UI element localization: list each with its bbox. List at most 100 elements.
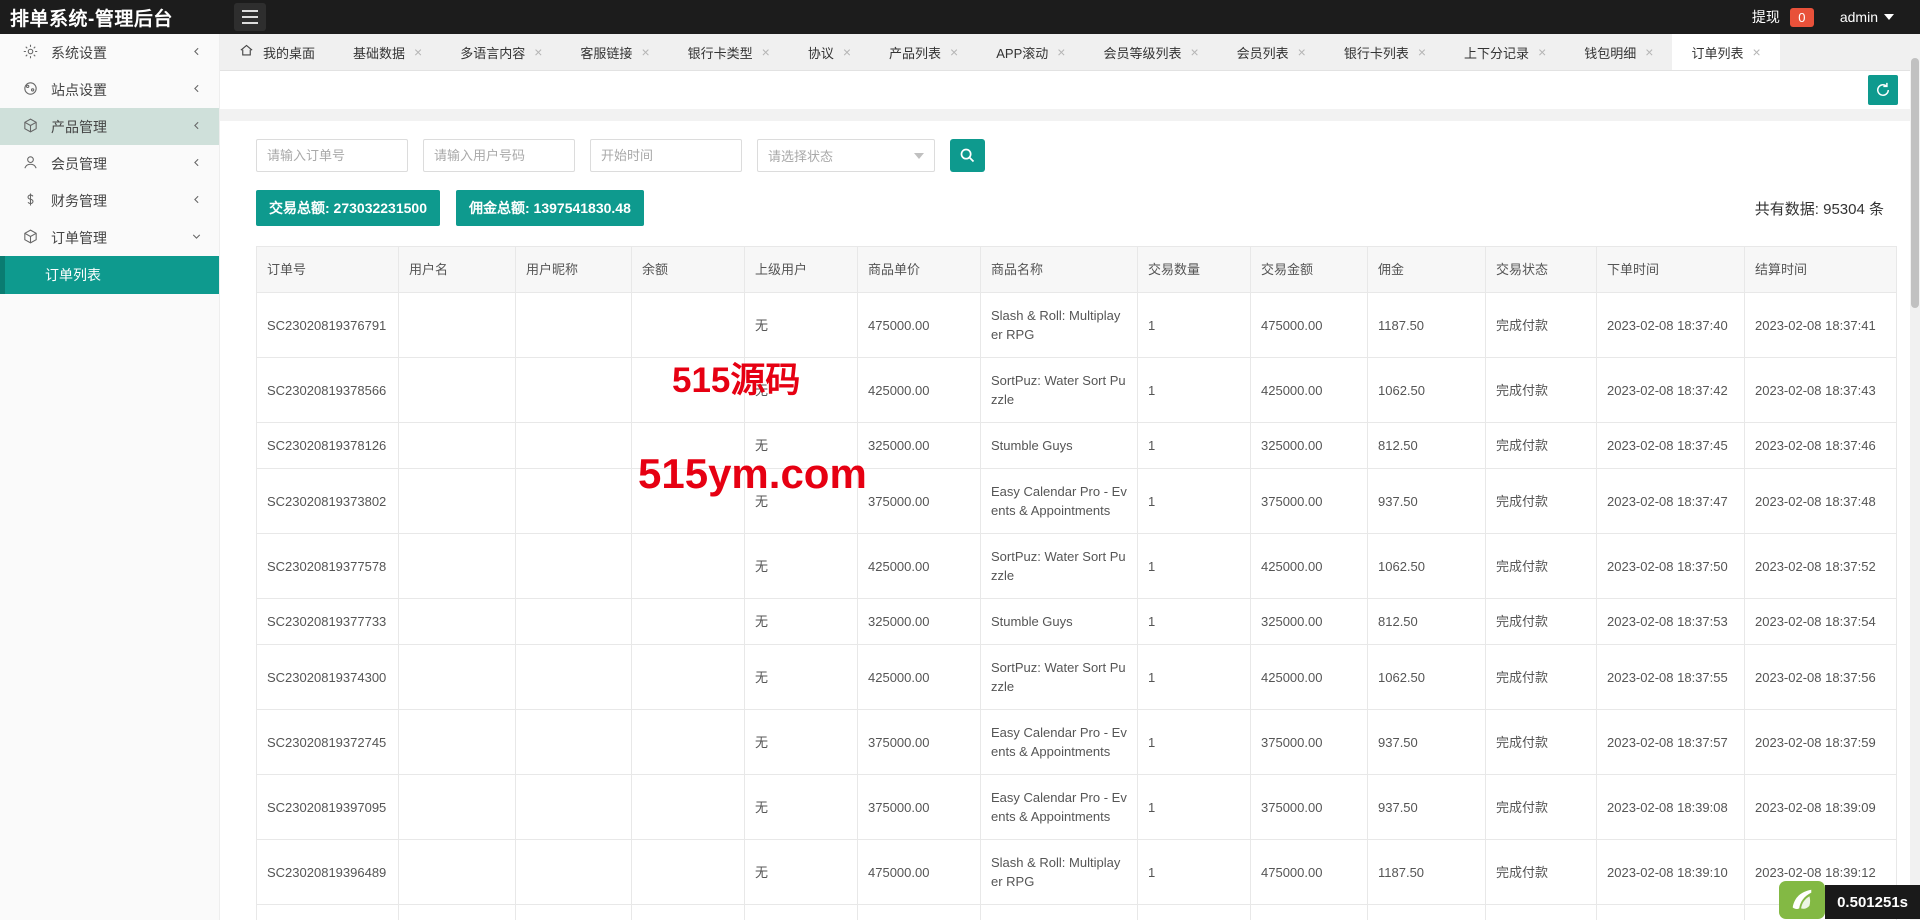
tab-会员等级列表[interactable]: 会员等级列表 × (1103, 44, 1199, 61)
table-cell (398, 357, 516, 423)
sidebar-item-member[interactable]: 会员管理 (0, 145, 219, 182)
tab-close-icon[interactable]: × (842, 44, 852, 60)
tab-close-icon[interactable]: × (1417, 44, 1427, 60)
tab-close-icon[interactable]: × (761, 44, 770, 60)
chevron-left-icon (190, 82, 203, 98)
table-cell: SC23020819376791 (256, 292, 399, 358)
tab-基础数据[interactable]: 基础数据 × (353, 44, 423, 61)
gear-icon (22, 43, 39, 63)
table-cell: 1 (1137, 839, 1251, 905)
column-header: 佣金 (1367, 246, 1486, 293)
tab-多语言内容[interactable]: 多语言内容 × (460, 44, 543, 61)
tab-close-icon[interactable]: × (534, 44, 543, 60)
tab-客服链接[interactable]: 客服链接 × (580, 44, 650, 61)
scrollbar-thumb[interactable] (1911, 58, 1919, 308)
username: admin (1839, 9, 1878, 25)
record-count: 共有数据: 95304 条 (1754, 200, 1884, 218)
column-header: 余额 (631, 246, 745, 293)
tab-close-icon[interactable]: × (414, 44, 423, 60)
table-cell: 完成付款 (1485, 709, 1597, 775)
tab-银行卡类型[interactable]: 银行卡类型 × (687, 44, 770, 61)
table-cell: 937.50 (1367, 709, 1486, 775)
sidebar-item-system[interactable]: 系统设置 (0, 34, 219, 71)
table-cell: SC23020819378566 (256, 357, 399, 423)
table-cell (398, 774, 516, 840)
column-header: 下单时间 (1596, 246, 1745, 293)
sidebar-item-site[interactable]: 站点设置 (0, 71, 219, 108)
table-cell (631, 422, 745, 469)
status-select[interactable]: 请选择状态 (757, 139, 935, 172)
tab-我的桌面[interactable]: 我的桌面 (220, 34, 334, 70)
tab-产品列表[interactable]: 产品列表 × (889, 44, 959, 61)
table-cell (515, 774, 632, 840)
table-cell: 1 (1137, 533, 1251, 599)
order-list-panel: 请选择状态 交易总额: 273032231500 佣金总额: 139754183… (220, 121, 1920, 920)
table-cell: 完成付款 (1485, 357, 1597, 423)
table-row: SC23020819378126 无 325000.00 Stumble Guys 1 3… (256, 422, 1897, 469)
sidebar-toggle-button[interactable] (234, 3, 266, 31)
trade-total-badge: 交易总额: 273032231500 (256, 190, 440, 226)
tab-钱包明细[interactable]: 钱包明细 × (1584, 44, 1654, 61)
table-row: SC23020819377733 无 325000.00 Stumble Guys 1 3… (256, 598, 1897, 645)
table-cell: 2023-02-08 18:39:08 (1596, 774, 1745, 840)
table-cell: 2023-02-08 18:37:46 (1744, 422, 1897, 469)
hamburger-icon (242, 10, 258, 12)
app-title: 排单系统-管理后台 (10, 8, 173, 30)
tab-上下分记录[interactable]: 上下分记录 × (1464, 44, 1547, 61)
table-cell: 1062.50 (1367, 644, 1486, 710)
scrollbar[interactable] (1910, 34, 1920, 920)
tab-协议[interactable]: 协议 × (807, 44, 852, 61)
table-cell: 375000.00 (857, 468, 981, 534)
tab-close-icon[interactable]: × (1538, 44, 1547, 60)
table-cell (398, 533, 516, 599)
table-cell: 2023-02-08 18:39:14 (1596, 904, 1745, 920)
table-cell: 1187.50 (1367, 292, 1486, 358)
user-menu[interactable]: admin (1840, 9, 1894, 25)
table-cell: 1062.50 (1367, 533, 1486, 599)
table-cell: 2023-02-08 18:37:55 (1596, 644, 1745, 710)
table-row: SC23020819376791 无 475000.00 Slash & Roll: … (256, 292, 1897, 358)
withdraw-link[interactable]: 提现 (1751, 9, 1780, 25)
tab-会员列表[interactable]: 会员列表 × (1236, 44, 1306, 61)
sidebar-item-order[interactable]: 订单管理 (0, 219, 219, 256)
table-cell: 无 (744, 598, 858, 645)
table-cell (398, 422, 516, 469)
sidebar-subitem-order-list[interactable]: 订单列表 (0, 256, 219, 294)
order-number-input[interactable] (256, 139, 408, 172)
tab-close-icon[interactable]: × (1645, 44, 1654, 60)
tab-close-icon[interactable]: × (1297, 44, 1306, 60)
sidebar-item-finance[interactable]: 财务管理 (0, 182, 219, 219)
table-cell: 2023-02-08 18:37:47 (1596, 468, 1745, 534)
tab-close-icon[interactable]: × (1057, 44, 1066, 60)
table-cell: 2023-02-08 18:37:53 (1596, 598, 1745, 645)
tab-APP滚动[interactable]: APP滚动 × (996, 44, 1066, 61)
tab-close-icon[interactable]: × (1190, 44, 1199, 60)
tab-close-icon[interactable]: × (641, 44, 650, 60)
table-cell: 1187.50 (1367, 839, 1486, 905)
table-cell: SC23020819396489 (256, 839, 399, 905)
tab-close-icon[interactable]: × (950, 44, 959, 60)
chevron-left-icon (190, 193, 203, 209)
dollar-icon (22, 191, 39, 211)
table-cell: 2023-02-08 18:37:54 (1744, 598, 1897, 645)
withdraw-count-badge[interactable]: 0 (1789, 7, 1814, 27)
search-button[interactable] (950, 139, 985, 172)
column-header: 用户名 (398, 246, 516, 293)
table-cell: SC23020819373802 (256, 468, 399, 534)
table-cell: 937.50 (1367, 468, 1486, 534)
tab-银行卡列表[interactable]: 银行卡列表 × (1343, 44, 1427, 61)
table-cell: 无 (744, 292, 858, 358)
table-cell (398, 904, 516, 920)
table-cell: 2023-02-08 18:37:52 (1744, 533, 1897, 599)
debug-trace[interactable]: 0.501251s (1779, 881, 1920, 919)
chevron-down-icon (190, 230, 203, 246)
sidebar-item-product[interactable]: 产品管理 (0, 108, 219, 145)
tab-close-icon[interactable]: × (1752, 44, 1761, 60)
tab-订单列表[interactable]: 订单列表 × (1672, 34, 1780, 70)
user-number-input[interactable] (423, 139, 575, 172)
table-cell (631, 839, 745, 905)
refresh-button[interactable] (1868, 75, 1898, 105)
orders-table: 订单号 用户名 用户昵称 余额 上级用户 商品单价 商品名称 交易数量 交易金额 佣金 交易状态 下单… (256, 246, 1897, 920)
chevron-down-icon (1884, 14, 1894, 20)
start-time-input[interactable] (590, 139, 742, 172)
